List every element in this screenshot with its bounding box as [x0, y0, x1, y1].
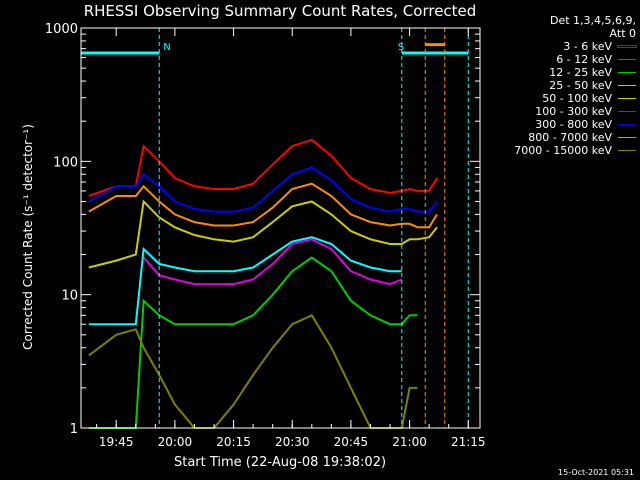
legend-swatch	[617, 45, 637, 48]
x-tick-label-0: 19:45	[99, 435, 134, 449]
y-tick-label-3: 1000	[45, 22, 78, 37]
flag-label-0: N	[163, 42, 170, 53]
legend-label: 6 - 12 keV	[556, 53, 612, 66]
legend-swatch	[618, 85, 636, 86]
legend-swatch	[618, 150, 636, 151]
series-line-3	[88, 236, 402, 326]
series-layer	[88, 138, 438, 429]
plot-frame	[80, 27, 481, 429]
chart-title: RHESSI Observing Summary Count Rates, Co…	[83, 2, 477, 20]
legend-swatch	[618, 59, 636, 60]
series-line-4	[88, 199, 438, 269]
legend-item: 7000 - 15000 keV	[476, 144, 636, 157]
x-tick-label-6: 21:15	[451, 435, 486, 449]
legend-item: 25 - 50 keV	[476, 79, 636, 92]
series-line-0	[142, 262, 402, 349]
series-line-2	[88, 256, 418, 429]
legend-item: 300 - 800 keV	[476, 118, 636, 131]
legend-item: 100 - 300 keV	[476, 105, 636, 118]
legend-label: 50 - 100 keV	[542, 92, 612, 105]
legend-swatch	[618, 98, 636, 99]
x-tick-label-3: 20:30	[275, 435, 310, 449]
legend-item: 6 - 12 keV	[476, 53, 636, 66]
series-line-1	[142, 238, 403, 286]
x-tick-label-1: 20:00	[158, 435, 193, 449]
legend-detectors: Det 1,3,4,5,6,9,	[549, 14, 636, 27]
legend-label: 12 - 25 keV	[549, 66, 612, 79]
legend-label: 300 - 800 keV	[535, 118, 612, 131]
legend-item: 50 - 100 keV	[476, 92, 636, 105]
series-line-7	[88, 182, 438, 229]
legend-item: 3 - 6 keV	[476, 40, 637, 53]
y-tick-label-2: 100	[53, 155, 78, 170]
y-tick-label-0: 1	[70, 422, 78, 437]
legend: Det 1,3,4,5,6,9, Att 0 3 - 6 keV 6 - 12 k…	[476, 14, 637, 157]
x-tick-label-4: 20:45	[334, 435, 369, 449]
legend-swatch	[618, 137, 636, 138]
legend-swatch	[618, 72, 636, 73]
x-tick-label-2: 20:15	[216, 435, 251, 449]
legend-item: 12 - 25 keV	[476, 66, 636, 79]
legend-label: 7000 - 15000 keV	[514, 144, 612, 157]
axis-layer: 19:45 20:00 20:15 20:30 20:45 21:00 21:15 1 10 10…	[45, 22, 486, 449]
legend-label: 3 - 6 keV	[563, 40, 612, 53]
legend-attenuator: Att 0	[609, 27, 636, 40]
legend-label: 100 - 300 keV	[535, 105, 612, 118]
legend-label: 800 - 7000 keV	[528, 131, 612, 144]
legend-label: 25 - 50 keV	[549, 79, 612, 92]
y-tick-label-1: 10	[61, 289, 78, 304]
flag-label-1: S	[398, 42, 404, 53]
series-line-5	[88, 138, 438, 197]
legend-swatch	[618, 111, 636, 112]
timestamp-footer: 15-Oct-2021 05:31	[558, 468, 634, 477]
legend-swatch	[618, 124, 636, 125]
x-tick-label-5: 21:00	[392, 435, 427, 449]
x-axis-label: Start Time (22-Aug-08 19:38:02)	[173, 455, 387, 470]
legend-item: 800 - 7000 keV	[476, 131, 636, 144]
series-line-6	[88, 166, 438, 213]
y-axis-label: Corrected Count Rate (s⁻¹ detector⁻¹)	[21, 124, 35, 350]
